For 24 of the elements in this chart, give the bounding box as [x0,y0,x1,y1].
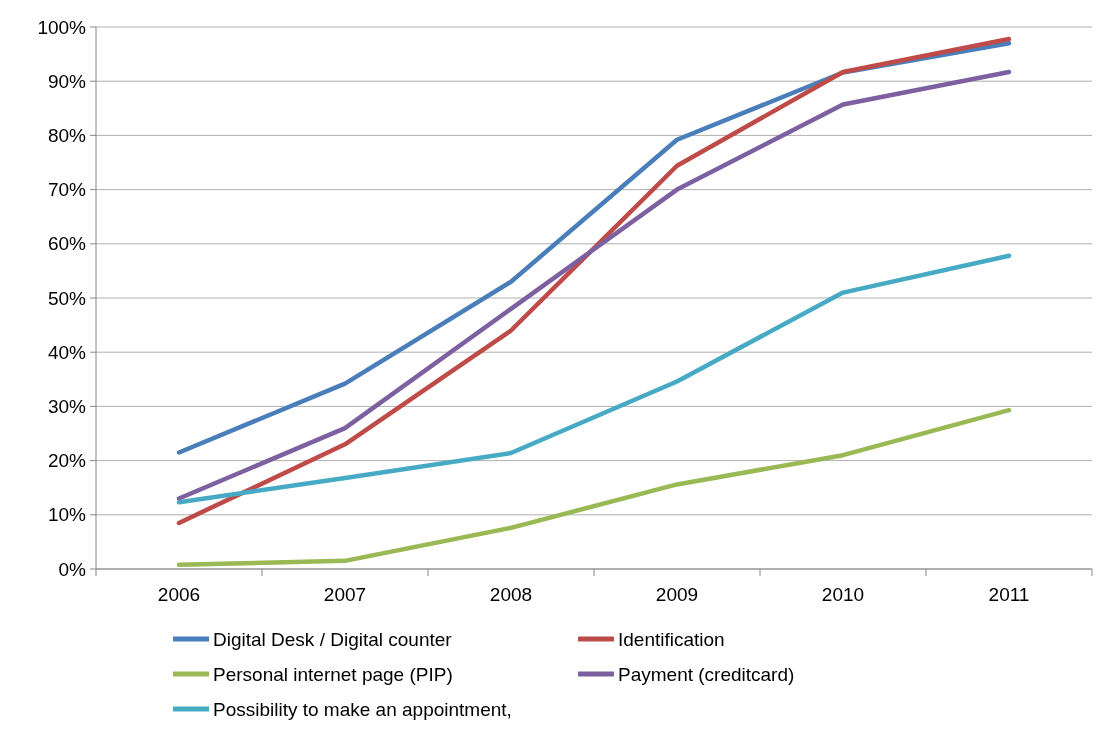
y-tick-label: 50% [47,287,87,309]
y-tick-label: 60% [47,233,87,255]
legend-label: Digital Desk / Digital counter [213,628,453,650]
y-tick-label: 0% [58,558,87,580]
legend-label: Personal internet page (PIP) [213,663,453,685]
x-tick-label: 2008 [489,584,533,605]
x-tick-label: 2011 [988,584,1030,605]
y-tick-label: 100% [37,16,87,38]
legend-label: Possibility to make an appointment, [213,698,512,720]
x-tick-label: 2007 [323,584,367,605]
y-tick-label: 70% [47,179,87,201]
line-series [176,253,1012,505]
x-tick-label: 2006 [157,584,201,605]
y-tick-label: 10% [47,504,87,526]
line-series [176,407,1012,567]
y-tick-label: 90% [47,70,87,92]
y-tick-label: 20% [47,450,87,472]
legend-label: Payment (creditcard) [618,663,795,685]
legend-label: Identification [618,628,725,650]
y-tick-label: 40% [47,341,87,363]
x-tick-label: 2010 [821,584,865,605]
x-tick-label: 2009 [655,584,699,605]
y-tick-label: 30% [47,396,87,418]
y-tick-label: 80% [47,125,87,147]
